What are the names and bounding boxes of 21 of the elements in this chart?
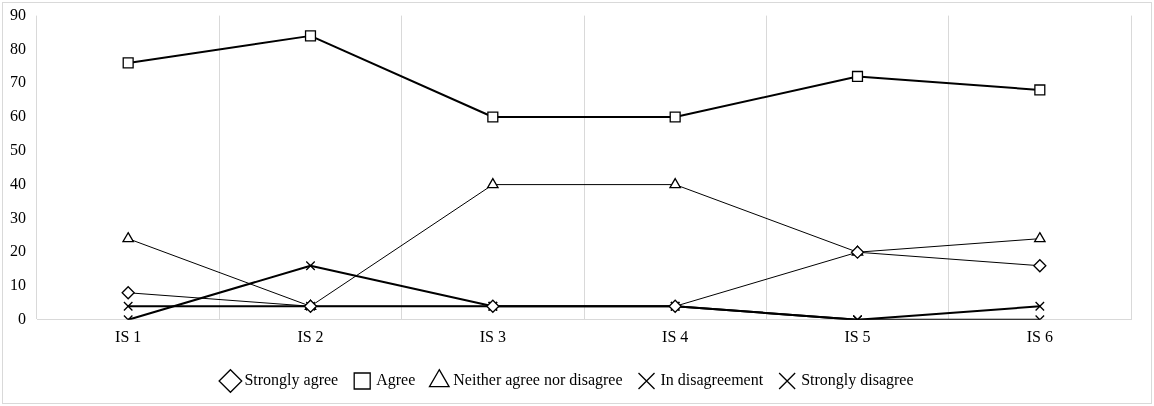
y-tick-label: 80	[10, 39, 26, 57]
x-tick-label: IS 3	[479, 327, 506, 345]
legend-label: Strongly disagree	[801, 371, 914, 390]
y-tick-label: 10	[10, 276, 26, 294]
y-tick-label: 20	[10, 242, 26, 260]
y-tick-label: 50	[10, 141, 26, 158]
x-tick-label: IS 6	[1026, 327, 1053, 345]
y-tick-label: 70	[10, 73, 26, 91]
legend-label: Agree	[376, 371, 416, 390]
x-tick-label: IS 5	[844, 327, 871, 345]
y-tick-label: 60	[10, 107, 26, 125]
legend-label: Neither agree nor disagree	[453, 371, 623, 390]
x-tick-label: IS 2	[297, 327, 324, 345]
y-tick-label: 40	[10, 174, 26, 192]
x-tick-label: IS 4	[662, 327, 689, 345]
legend-label: In disagreement	[660, 371, 764, 390]
y-tick-label: 0	[18, 310, 26, 327]
legend-label: Strongly agree	[244, 371, 339, 390]
y-tick-label: 30	[10, 208, 26, 226]
x-tick-label: IS 1	[115, 327, 142, 345]
y-tick-label: 90	[10, 5, 26, 23]
